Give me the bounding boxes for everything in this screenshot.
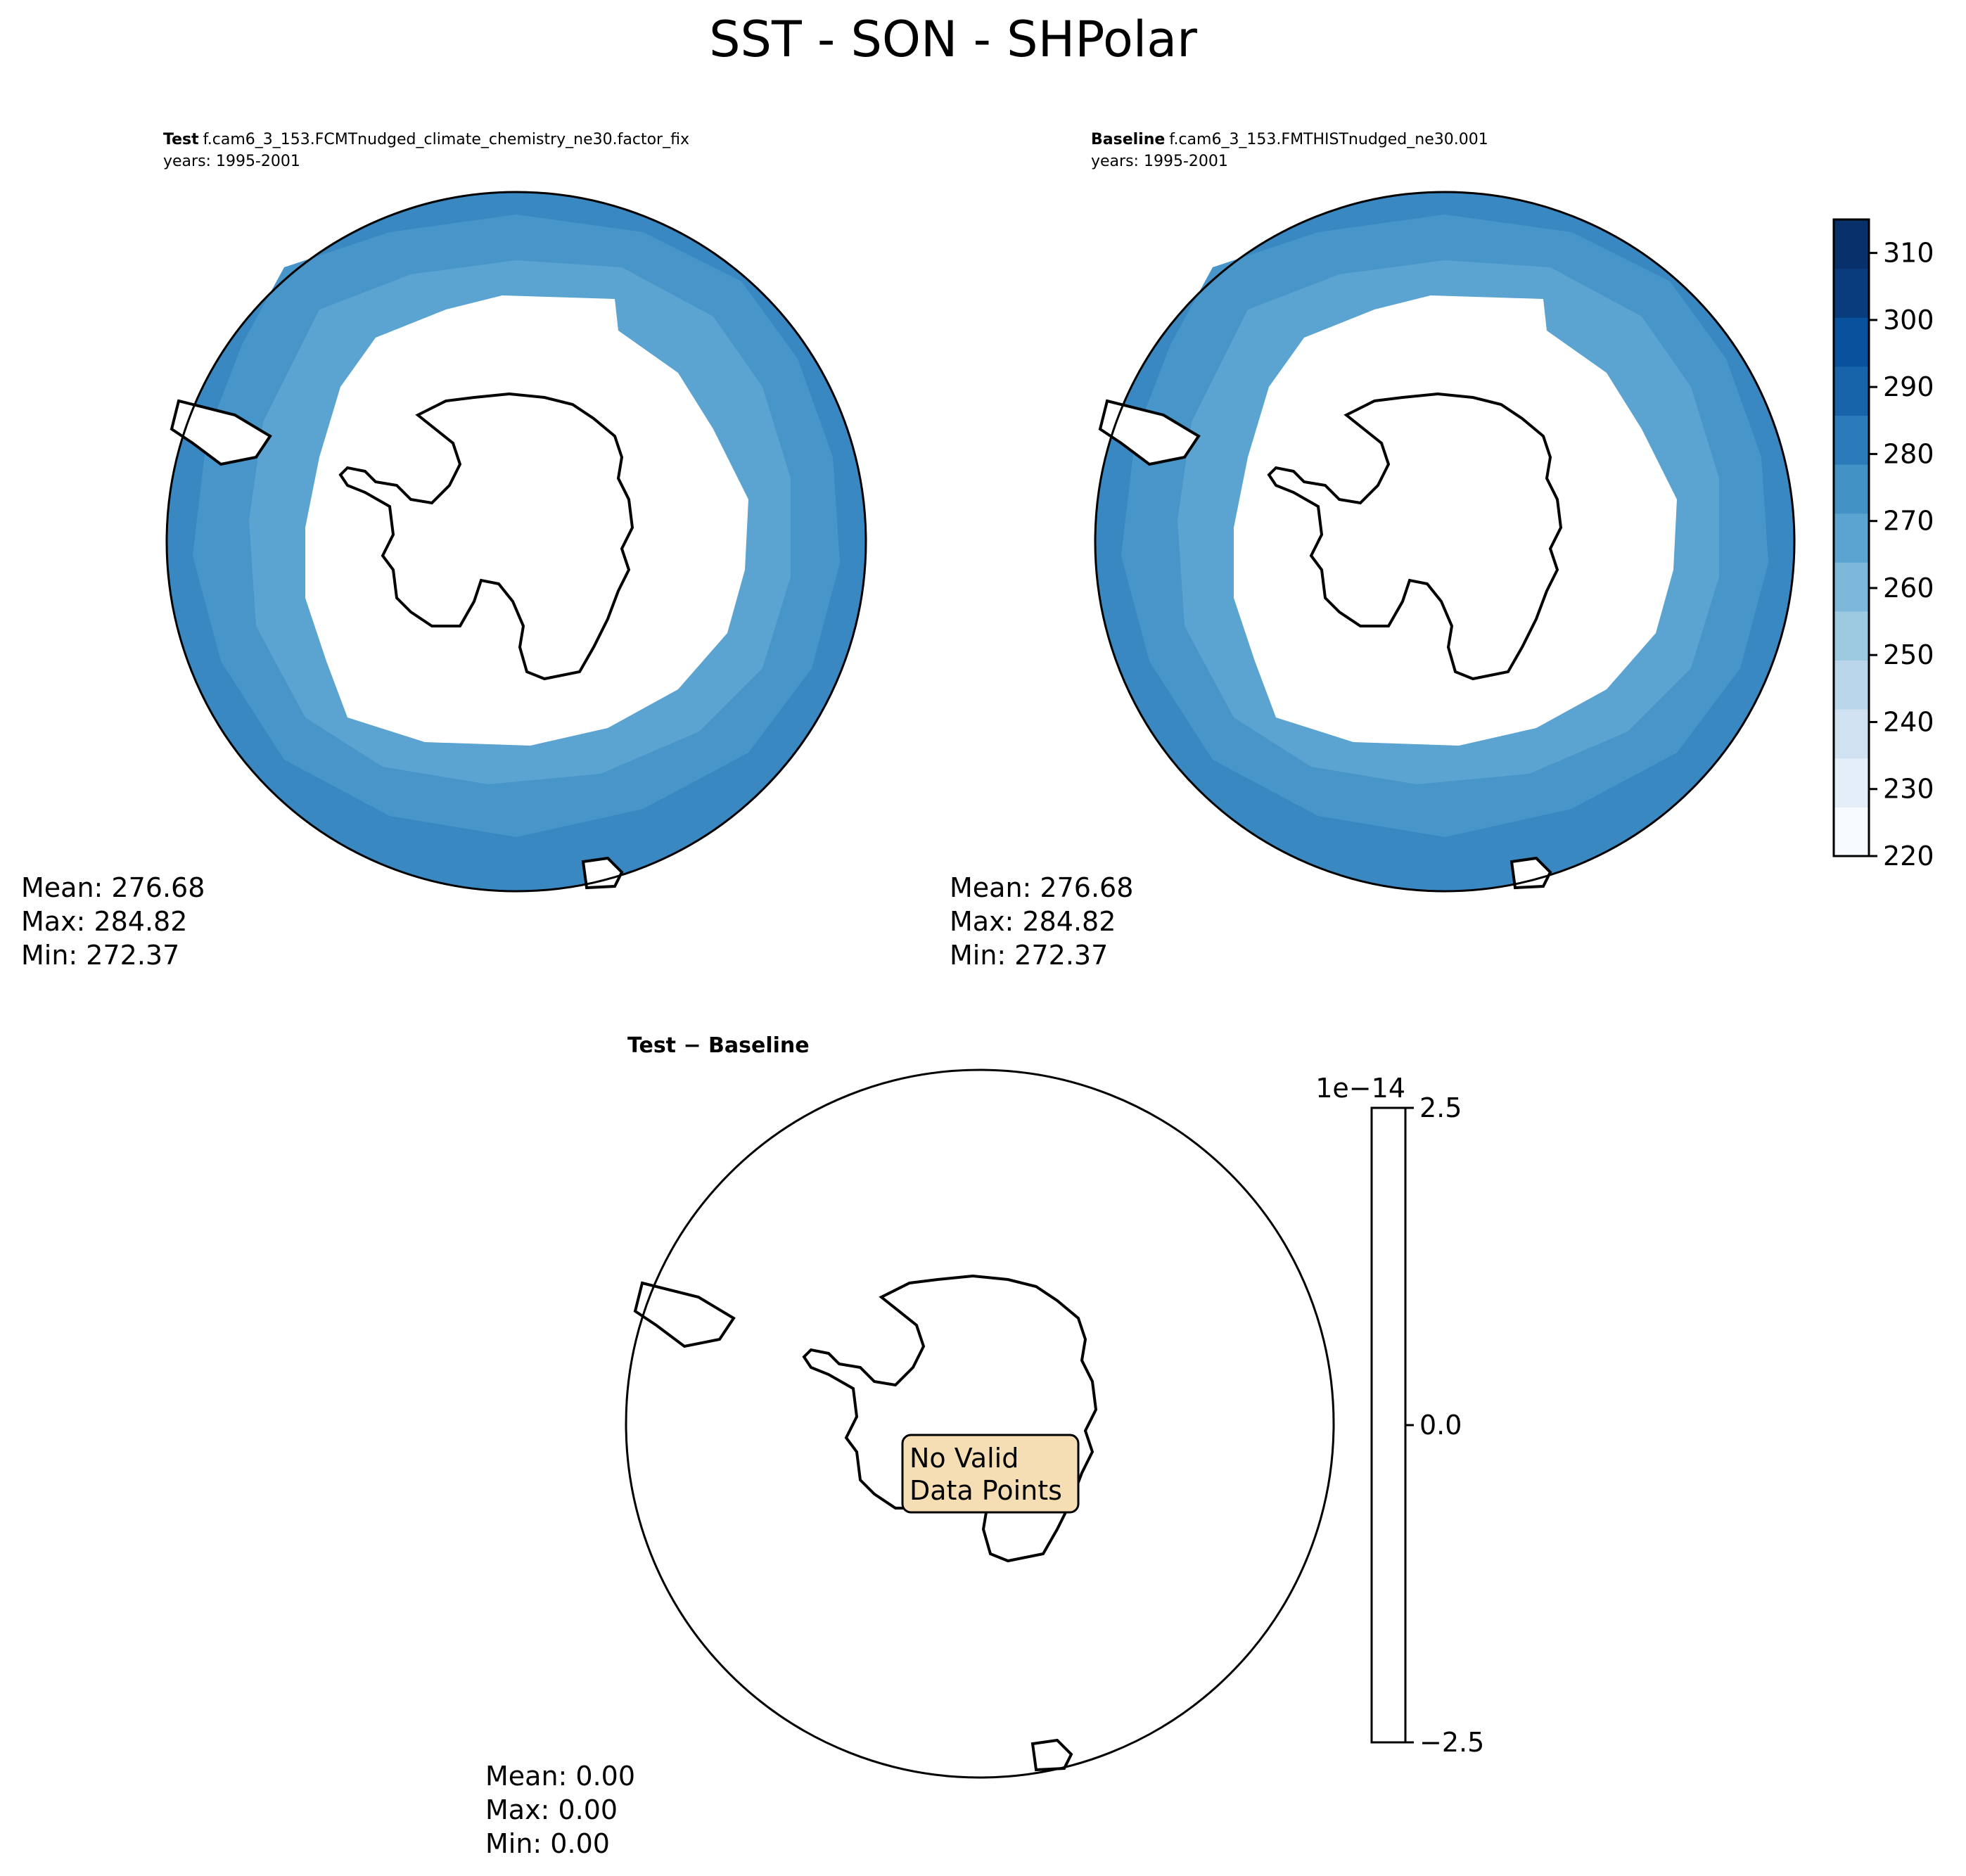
diff-colorbar-ticks: 2.5 0.0 −2.5 (1405, 1092, 1484, 1758)
main-colorbar-ticks: 220 230 240 250 260 270 280 290 300 310 (1869, 238, 1934, 872)
baseline-sea-ice-mask (1234, 295, 1677, 746)
baseline-min: Min: 272.37 (950, 940, 1108, 971)
no-valid-data-line1: No Valid (909, 1443, 1019, 1474)
test-min: Min: 272.37 (21, 940, 179, 971)
diff-colorbar-scale: 1e−14 (1315, 1073, 1405, 1104)
baseline-max: Max: 284.82 (950, 906, 1116, 937)
diff-colorbar: 1e−14 2.5 0.0 −2.5 (1315, 1073, 1484, 1758)
main-colorbar-tick-label: 240 (1883, 706, 1934, 737)
no-valid-data-message: No Valid Data Points (901, 1434, 1080, 1514)
main-colorbar-swatch (1834, 807, 1869, 857)
baseline-map-boundary (1094, 191, 1796, 893)
main-colorbar: 220 230 240 250 260 270 280 290 300 310 (1832, 218, 1934, 872)
diff-stats: Mean: 0.00 Max: 0.00 Min: 0.00 (485, 1761, 635, 1859)
main-colorbar-swatch (1834, 219, 1869, 269)
main-colorbar-swatch (1834, 611, 1869, 661)
diff-title: Test − Baseline (627, 1033, 810, 1058)
baseline-map (1094, 191, 1796, 893)
test-years: years: 1995-2001 (163, 153, 300, 170)
main-colorbar-tick-label: 230 (1883, 774, 1934, 805)
main-colorbar-swatch (1834, 415, 1869, 465)
main-colorbar-tick-label: 290 (1883, 371, 1934, 402)
main-colorbar-swatch (1834, 366, 1869, 416)
test-map-boundary (165, 191, 867, 893)
test-map (165, 191, 867, 893)
main-colorbar-swatch (1834, 317, 1869, 367)
no-valid-data-box (901, 1434, 1080, 1514)
baseline-panel: Baseline f.cam6_3_153.FMTHISTnudged_ne30.… (950, 131, 1796, 971)
test-case-name: f.cam6_3_153.FCMTnudged_climate_chemistr… (203, 131, 689, 148)
diff-south-america-coastline (633, 1281, 736, 1348)
diff-colorbar-tick-label: −2.5 (1419, 1727, 1484, 1758)
diff-colorbar-frame (1370, 1106, 1407, 1744)
main-colorbar-swatch (1834, 758, 1869, 808)
main-colorbar-tick-label: 250 (1883, 639, 1934, 670)
main-colorbar-tick-label: 310 (1883, 238, 1934, 269)
baseline-years: years: 1995-2001 (1091, 153, 1228, 170)
main-colorbar-swatch (1834, 709, 1869, 759)
main-colorbar-tick-label: 280 (1883, 438, 1934, 469)
main-colorbar-swatch (1834, 562, 1869, 612)
diff-mean: Mean: 0.00 (485, 1761, 635, 1792)
test-mean: Mean: 276.68 (21, 872, 205, 903)
figure-title: SST - SON - SHPolar (709, 11, 1197, 68)
diff-colorbar-tick-label: 2.5 (1419, 1092, 1462, 1123)
main-colorbar-tick-label: 300 (1883, 305, 1934, 336)
diff-max: Max: 0.00 (485, 1794, 618, 1825)
diff-map-boundary (625, 1068, 1335, 1779)
diff-africa-coastline (1030, 1738, 1073, 1772)
diff-panel: Test − Baseline No Valid Data Points Mea… (485, 1033, 1335, 1859)
diff-map: No Valid Data Points (625, 1068, 1335, 1779)
main-colorbar-swatch (1834, 513, 1869, 563)
main-colorbar-tick-label: 260 (1883, 573, 1934, 604)
main-colorbar-tick-label: 270 (1883, 506, 1934, 537)
diff-colorbar-tick-label: 0.0 (1419, 1410, 1462, 1441)
baseline-south-america-coastline (1098, 399, 1201, 466)
diff-min: Min: 0.00 (485, 1828, 610, 1859)
baseline-stats: Mean: 276.68 Max: 284.82 Min: 272.37 (950, 872, 1133, 971)
test-south-america-coastline (170, 399, 272, 466)
diff-map-background (626, 1070, 1334, 1778)
test-panel: Test f.cam6_3_153.FCMTnudged_climate_chem… (21, 131, 867, 971)
baseline-panel-header: Baseline f.cam6_3_153.FMTHISTnudged_ne30.… (1091, 131, 1488, 148)
main-colorbar-swatch (1834, 660, 1869, 710)
baseline-mean: Mean: 276.68 (950, 872, 1133, 903)
baseline-label: Baseline (1091, 131, 1165, 148)
test-stats: Mean: 276.68 Max: 284.82 Min: 272.37 (21, 872, 205, 971)
test-max: Max: 284.82 (21, 906, 187, 937)
test-panel-header: Test f.cam6_3_153.FCMTnudged_climate_chem… (163, 131, 689, 148)
test-label: Test (163, 131, 199, 148)
main-colorbar-tick-label: 220 (1883, 841, 1934, 872)
main-colorbar-swatches (1834, 219, 1869, 857)
no-valid-data-line2: Data Points (909, 1475, 1062, 1506)
main-colorbar-swatch (1834, 464, 1869, 514)
baseline-case-name: f.cam6_3_153.FMTHISTnudged_ne30.001 (1169, 131, 1488, 148)
main-colorbar-swatch (1834, 268, 1869, 318)
test-sea-ice-mask (305, 295, 748, 746)
main-colorbar-frame (1832, 218, 1870, 857)
